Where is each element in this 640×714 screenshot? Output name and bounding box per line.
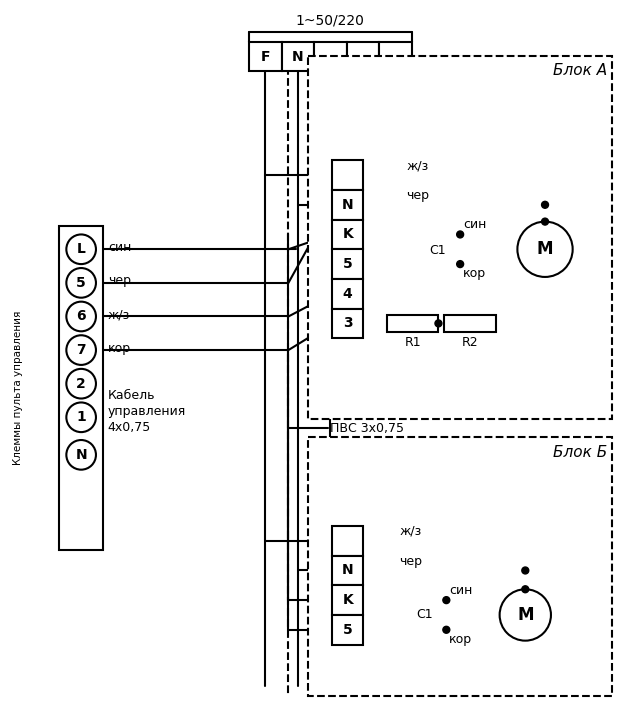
Text: ж/з: ж/з — [406, 159, 429, 172]
Circle shape — [522, 585, 529, 593]
Text: чер: чер — [399, 555, 422, 568]
Circle shape — [67, 268, 96, 298]
Text: F: F — [260, 49, 270, 64]
Circle shape — [67, 234, 96, 264]
Text: ж/з: ж/з — [399, 525, 422, 538]
Circle shape — [67, 440, 96, 470]
Text: N: N — [342, 198, 353, 212]
Text: Кабель
управления
4х0,75: Кабель управления 4х0,75 — [108, 388, 186, 433]
Text: 3: 3 — [343, 316, 353, 331]
Bar — [308, 56, 612, 419]
Text: кор: кор — [449, 633, 472, 645]
Circle shape — [67, 369, 96, 398]
Bar — [380, 41, 412, 71]
Circle shape — [67, 301, 96, 331]
Circle shape — [443, 597, 450, 603]
Bar — [332, 615, 364, 645]
Text: кор: кор — [463, 267, 486, 280]
Circle shape — [517, 221, 573, 277]
Text: Блок А: Блок А — [553, 64, 607, 79]
Text: C1: C1 — [416, 608, 433, 621]
Bar — [314, 41, 347, 71]
Text: 5: 5 — [76, 276, 86, 290]
Text: чер: чер — [108, 274, 131, 288]
Text: кор: кор — [108, 341, 131, 355]
Text: 5: 5 — [343, 623, 353, 637]
Text: 6: 6 — [76, 309, 86, 323]
Text: Клеммы пульта управления: Клеммы пульта управления — [13, 311, 23, 465]
Text: 5: 5 — [343, 257, 353, 271]
Bar — [332, 190, 364, 220]
Circle shape — [443, 626, 450, 633]
Text: син: син — [463, 218, 486, 231]
Circle shape — [457, 261, 463, 268]
Bar — [332, 308, 364, 338]
Text: C1: C1 — [429, 243, 446, 257]
Circle shape — [500, 589, 551, 640]
Bar — [387, 314, 438, 332]
Text: 2: 2 — [76, 377, 86, 391]
Text: ПВС 3х0,75: ПВС 3х0,75 — [330, 422, 404, 435]
Text: син: син — [449, 584, 473, 597]
Bar — [347, 41, 380, 71]
Bar — [308, 437, 612, 696]
Text: M: M — [537, 241, 554, 258]
Text: L: L — [77, 242, 86, 256]
Text: син: син — [108, 241, 131, 253]
Text: N: N — [76, 448, 87, 462]
Text: K: K — [342, 228, 353, 241]
Circle shape — [67, 336, 96, 365]
Bar — [332, 249, 364, 279]
Text: R2: R2 — [461, 336, 478, 349]
Bar — [332, 161, 364, 190]
Circle shape — [541, 201, 548, 208]
Circle shape — [522, 567, 529, 574]
Text: 7: 7 — [76, 343, 86, 357]
Circle shape — [541, 218, 548, 225]
Bar — [249, 41, 282, 71]
Text: M: M — [517, 606, 534, 624]
Bar — [332, 279, 364, 308]
Text: R1: R1 — [404, 336, 421, 349]
Text: K: K — [342, 593, 353, 607]
Bar — [332, 526, 364, 555]
Bar — [332, 585, 364, 615]
Text: ж/з: ж/з — [108, 308, 130, 321]
Bar — [332, 555, 364, 585]
Circle shape — [457, 231, 463, 238]
Bar — [282, 41, 314, 71]
Text: 1: 1 — [76, 411, 86, 424]
Circle shape — [67, 403, 96, 432]
Bar — [332, 220, 364, 249]
Circle shape — [435, 320, 442, 327]
Text: 4: 4 — [343, 287, 353, 301]
Text: Блок Б: Блок Б — [553, 445, 607, 460]
Bar — [444, 314, 496, 332]
Text: N: N — [342, 563, 353, 578]
Text: чер: чер — [406, 188, 429, 202]
Text: 1~50/220: 1~50/220 — [296, 14, 365, 28]
Text: N: N — [292, 49, 303, 64]
Bar — [60, 226, 103, 550]
